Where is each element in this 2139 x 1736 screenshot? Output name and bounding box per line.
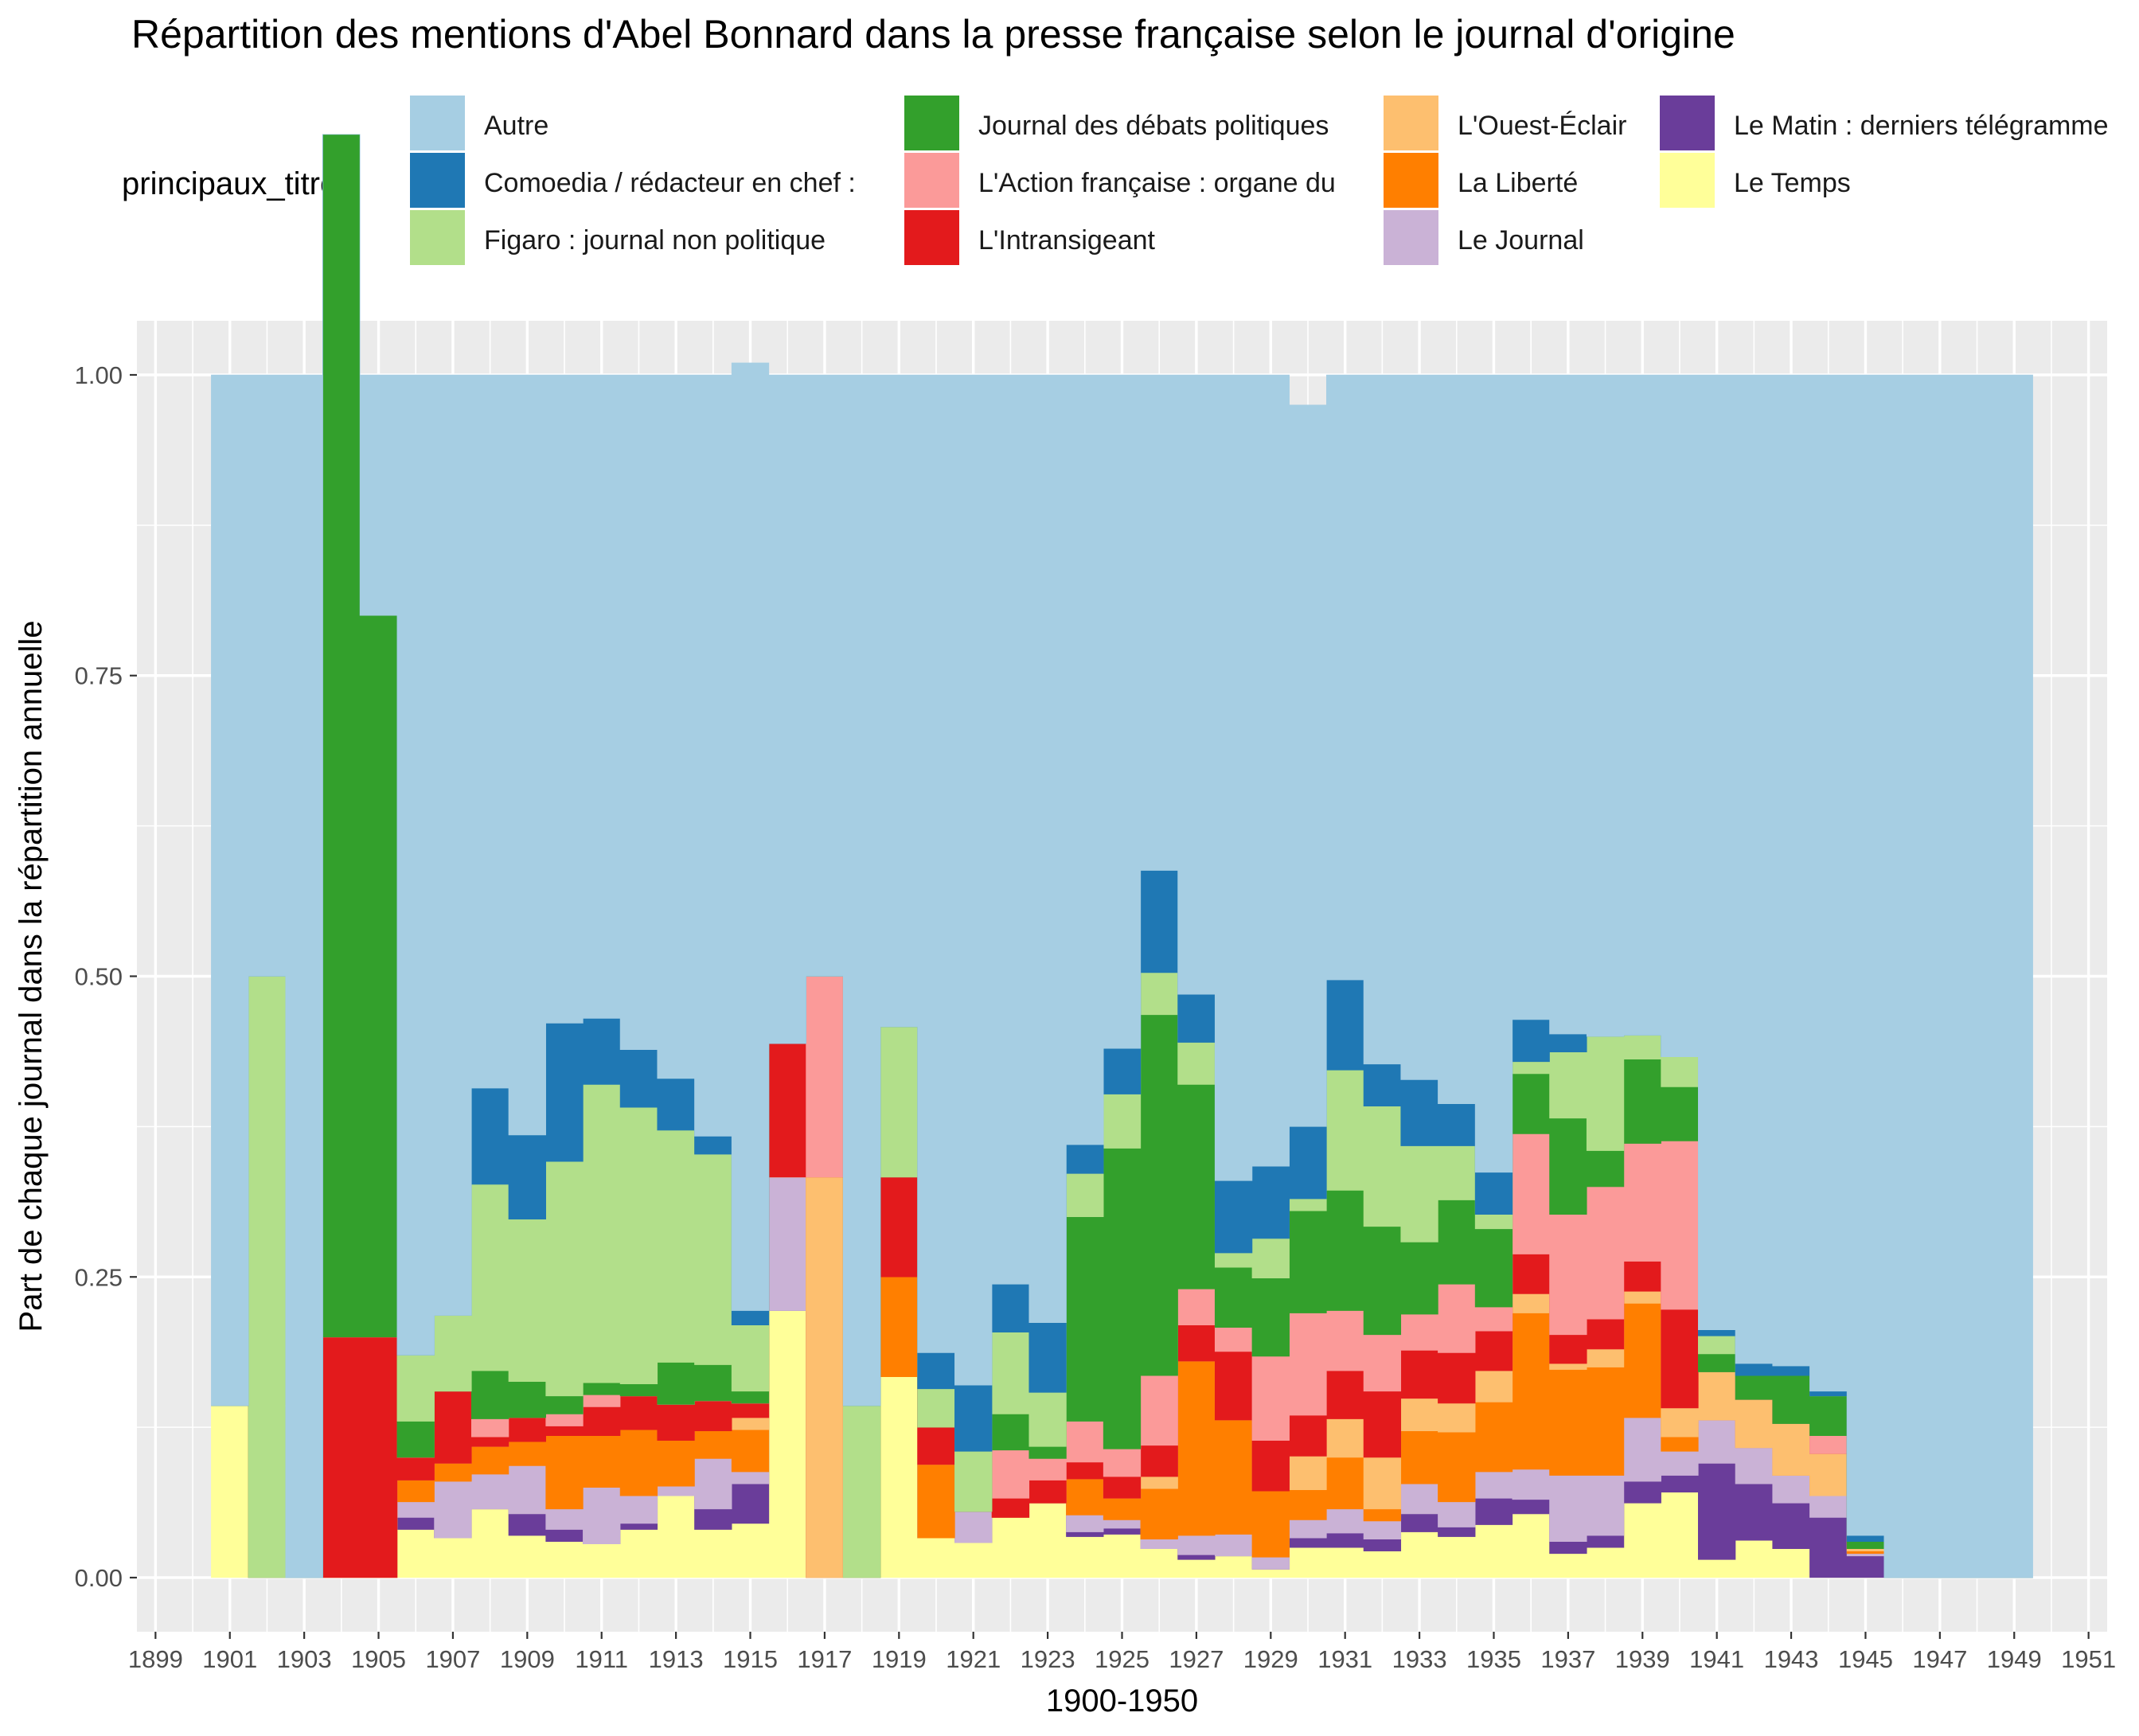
x-tick-label: 1935 bbox=[1466, 1645, 1521, 1673]
legend-title: principaux_titres bbox=[122, 166, 353, 201]
y-axis-title: Part de chaque journal dans la répartiti… bbox=[14, 621, 49, 1332]
x-tick-label: 1927 bbox=[1169, 1645, 1224, 1673]
legend-swatch bbox=[904, 96, 959, 150]
legend-label: Autre bbox=[484, 111, 548, 141]
x-tick-label: 1901 bbox=[202, 1645, 257, 1673]
legend-swatch bbox=[410, 153, 465, 208]
x-tick-label: 1925 bbox=[1095, 1645, 1150, 1673]
x-axis-title: 1900-1950 bbox=[1046, 1683, 1198, 1718]
chart-title: Répartition des mentions d'Abel Bonnard … bbox=[131, 12, 1735, 57]
legend-swatch bbox=[1384, 210, 1438, 265]
area-series bbox=[211, 134, 2033, 1578]
x-tick-label: 1937 bbox=[1540, 1645, 1595, 1673]
x-tick-label: 1917 bbox=[797, 1645, 852, 1673]
x-tick-label: 1913 bbox=[649, 1645, 704, 1673]
x-tick-label: 1949 bbox=[1987, 1645, 2042, 1673]
x-tick-label: 1945 bbox=[1838, 1645, 1893, 1673]
legend-swatch bbox=[1660, 153, 1715, 208]
x-tick-label: 1947 bbox=[1912, 1645, 1967, 1673]
x-tick-label: 1921 bbox=[946, 1645, 1001, 1673]
x-tick-label: 1899 bbox=[128, 1645, 183, 1673]
y-tick-label: 1.00 bbox=[75, 361, 123, 389]
legend-swatch bbox=[410, 96, 465, 150]
x-tick-label: 1941 bbox=[1689, 1645, 1744, 1673]
x-axis-ticks: 1899 1901 1903 1905 1907 1909 1911 1913 1915 1917… bbox=[128, 1632, 2116, 1673]
legend-label: L'Ouest-Éclair bbox=[1458, 111, 1626, 141]
x-tick-label: 1933 bbox=[1392, 1645, 1447, 1673]
x-tick-label: 1939 bbox=[1615, 1645, 1670, 1673]
x-tick-label: 1915 bbox=[723, 1645, 778, 1673]
x-tick-label: 1943 bbox=[1764, 1645, 1819, 1673]
y-tick-label: 0.25 bbox=[75, 1263, 123, 1291]
legend-swatch bbox=[1384, 96, 1438, 150]
x-tick-label: 1905 bbox=[351, 1645, 406, 1673]
legend-label: Le Journal bbox=[1458, 225, 1584, 256]
legend-swatch bbox=[1660, 96, 1715, 150]
x-tick-label: 1923 bbox=[1021, 1645, 1075, 1673]
x-tick-label: 1951 bbox=[2061, 1645, 2116, 1673]
legend-label: Journal des débats politiques bbox=[978, 111, 1329, 141]
legend-label: Figaro : journal non politique bbox=[484, 225, 826, 256]
y-tick-label: 0.00 bbox=[75, 1564, 123, 1592]
y-axis-ticks: 0.00 0.25 0.50 0.75 1.00 bbox=[75, 361, 137, 1592]
y-tick-label: 0.75 bbox=[75, 662, 123, 690]
legend-swatch bbox=[904, 210, 959, 265]
legend-swatch bbox=[904, 153, 959, 208]
x-tick-label: 1903 bbox=[277, 1645, 332, 1673]
legend: principaux_titres Autre Comoedia / rédacte… bbox=[122, 96, 2109, 265]
x-tick-label: 1929 bbox=[1243, 1645, 1298, 1673]
legend-label: L'Action française : organe du bbox=[978, 168, 1336, 198]
area-autre bbox=[211, 134, 2033, 1578]
y-tick-label: 0.50 bbox=[75, 963, 123, 991]
legend-label: L'Intransigeant bbox=[978, 225, 1156, 256]
x-tick-label: 1909 bbox=[500, 1645, 555, 1673]
legend-label: Le Matin : derniers télégramme bbox=[1734, 111, 2109, 141]
x-tick-label: 1911 bbox=[575, 1645, 628, 1673]
legend-label: La Liberté bbox=[1458, 168, 1578, 198]
x-tick-label: 1931 bbox=[1317, 1645, 1372, 1673]
legend-swatch bbox=[410, 210, 465, 265]
legend-label: Le Temps bbox=[1734, 168, 1851, 198]
legend-swatch bbox=[1384, 153, 1438, 208]
x-tick-label: 1919 bbox=[872, 1645, 927, 1673]
legend-label: Comoedia / rédacteur en chef : bbox=[484, 168, 856, 198]
x-tick-label: 1907 bbox=[425, 1645, 480, 1673]
